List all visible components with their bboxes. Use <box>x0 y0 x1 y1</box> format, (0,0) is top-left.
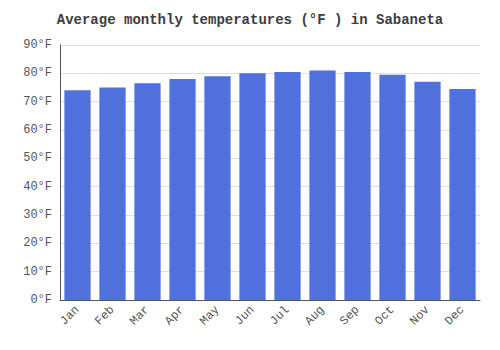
svg-text:Apr: Apr <box>162 303 187 328</box>
svg-text:20°F: 20°F <box>23 236 52 250</box>
svg-text:Sep: Sep <box>337 303 362 328</box>
svg-text:90°F: 90°F <box>23 38 52 52</box>
svg-text:Jun: Jun <box>232 303 257 328</box>
svg-text:40°F: 40°F <box>23 180 52 194</box>
svg-text:80°F: 80°F <box>23 66 52 80</box>
svg-text:May: May <box>197 303 222 328</box>
svg-text:Nov: Nov <box>407 303 432 328</box>
svg-text:Feb: Feb <box>92 303 117 328</box>
svg-text:30°F: 30°F <box>23 208 52 222</box>
svg-text:Jul: Jul <box>267 303 292 328</box>
svg-text:0°F: 0°F <box>30 293 52 307</box>
svg-text:50°F: 50°F <box>23 151 52 165</box>
svg-text:10°F: 10°F <box>23 265 52 279</box>
svg-text:Mar: Mar <box>127 303 152 328</box>
svg-text:60°F: 60°F <box>23 123 52 137</box>
svg-text:Average monthly temperatures (: Average monthly temperatures (°F ) in Sa… <box>57 12 444 28</box>
svg-text:Oct: Oct <box>372 303 397 328</box>
svg-text:Aug: Aug <box>302 303 327 328</box>
svg-text:Jan: Jan <box>57 303 82 328</box>
svg-text:70°F: 70°F <box>23 95 52 109</box>
svg-text:Dec: Dec <box>442 303 467 328</box>
